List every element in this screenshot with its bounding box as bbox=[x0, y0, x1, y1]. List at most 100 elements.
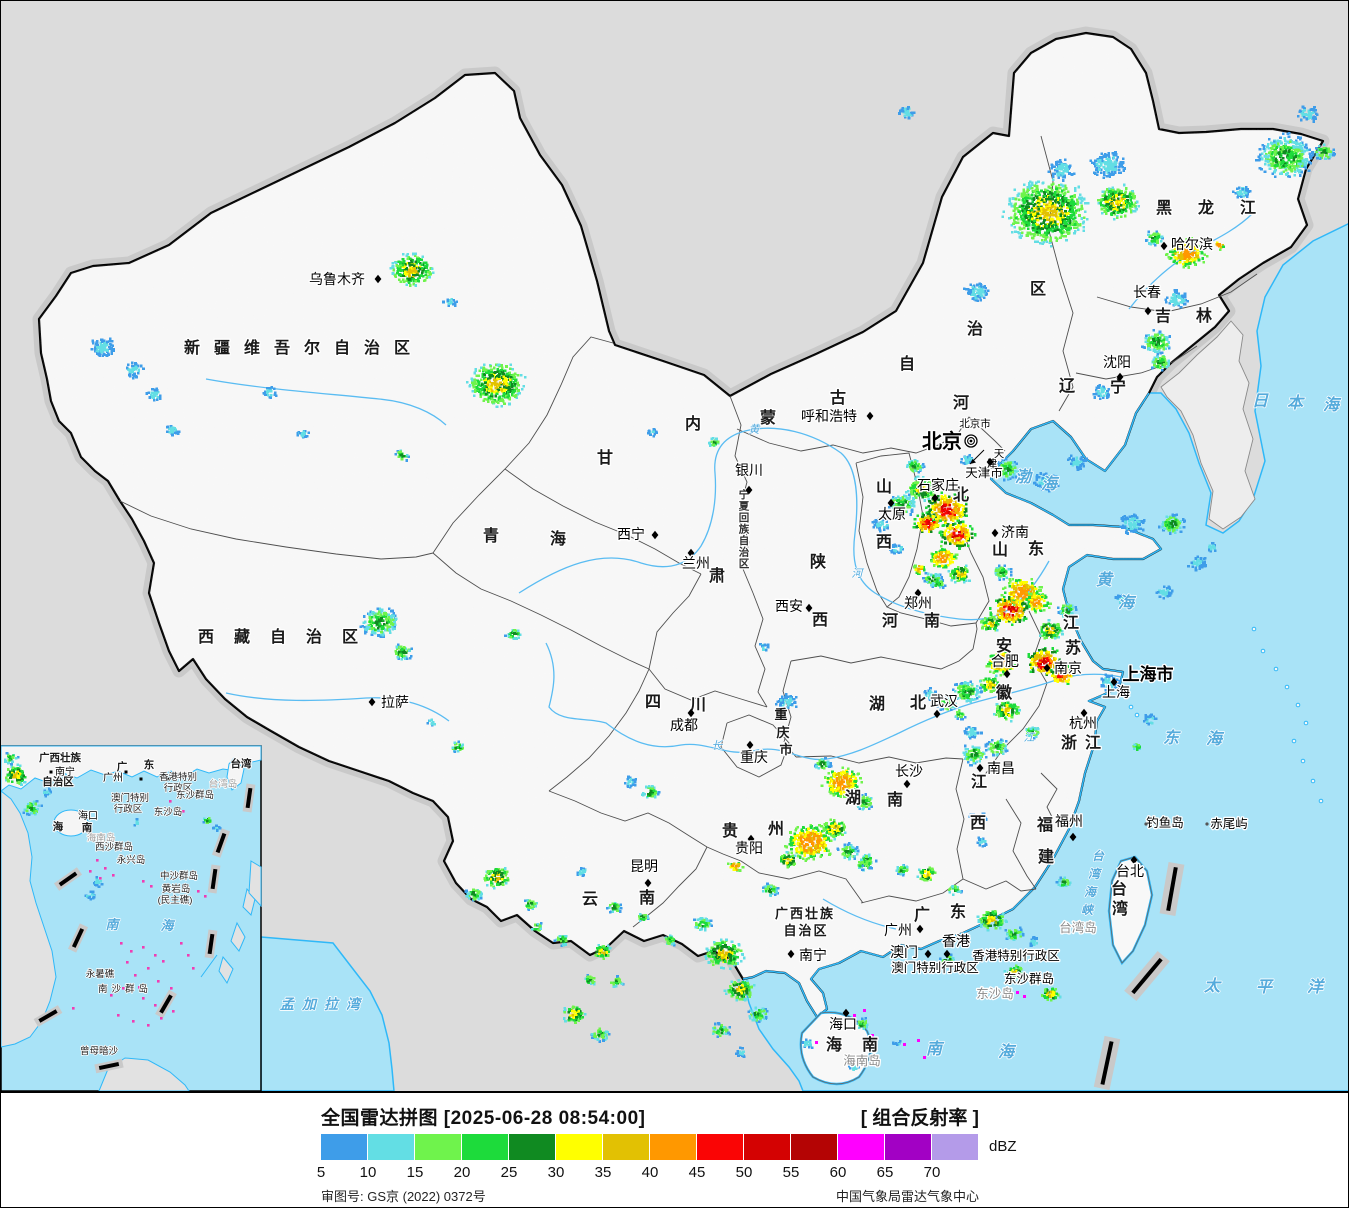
map-label: 昆明 bbox=[630, 858, 658, 874]
map-label: 北京 bbox=[922, 429, 962, 453]
map-label: 南 bbox=[926, 1040, 945, 1058]
legend-color-cell-25 bbox=[509, 1134, 556, 1160]
map-label: 永暑礁 bbox=[86, 968, 115, 980]
island-mark bbox=[147, 967, 150, 970]
map-label: 海 bbox=[998, 1043, 1017, 1061]
map-label: 东 bbox=[1163, 729, 1181, 747]
map-label: 钓鱼岛 bbox=[1146, 815, 1184, 830]
legend-color-cell-50 bbox=[744, 1134, 791, 1160]
map-label: 广 bbox=[117, 760, 128, 773]
map-label: 江 bbox=[1024, 731, 1036, 744]
nine-dash-line bbox=[1093, 862, 1185, 1091]
island-mark bbox=[126, 961, 129, 964]
map-label: 海南岛 bbox=[87, 832, 116, 844]
map-label: 西 bbox=[876, 533, 892, 551]
map-label: 江 bbox=[1240, 199, 1256, 217]
city-diamond-marker bbox=[745, 485, 753, 495]
map-label: 重庆 bbox=[740, 749, 768, 765]
inset-radar-echoes bbox=[3, 752, 222, 901]
legend-color-cell-35 bbox=[603, 1134, 650, 1160]
map-label: 西沙群岛 bbox=[95, 841, 133, 853]
map-label: 肃 bbox=[709, 567, 725, 585]
city-diamond-marker bbox=[374, 274, 382, 284]
map-approval-number: 审图号: GS京 (2022) 0372号 bbox=[321, 1189, 486, 1204]
map-label: 渤 bbox=[1015, 468, 1033, 486]
inset-city-dot bbox=[166, 777, 170, 781]
map-label: 福 bbox=[1036, 815, 1053, 834]
map-label: 宁 bbox=[1110, 377, 1126, 396]
map-label: 南 bbox=[105, 917, 120, 932]
island-mark bbox=[170, 987, 173, 990]
map-label: 河 bbox=[852, 567, 865, 580]
city-diamond-marker bbox=[943, 949, 951, 959]
legend-tick-30: 30 bbox=[547, 1164, 565, 1181]
map-label: 东 bbox=[950, 902, 966, 921]
small-island bbox=[1284, 684, 1290, 690]
radar-echoes bbox=[90, 105, 1337, 1071]
map-label: 西藏自治区 bbox=[198, 627, 378, 646]
map-label: 徽 bbox=[995, 683, 1013, 702]
island-mark bbox=[175, 807, 178, 810]
map-label: 河 bbox=[882, 611, 898, 630]
bay-of-bengal bbox=[260, 936, 395, 1091]
legend-color-cell-55 bbox=[791, 1134, 838, 1160]
small-island bbox=[1134, 712, 1140, 718]
city-diamond-marker bbox=[1144, 306, 1152, 316]
map-label: 南 bbox=[82, 821, 93, 834]
map-label: 太原 bbox=[878, 506, 906, 522]
map-label: 蒙 bbox=[760, 408, 776, 427]
city-diamond-marker bbox=[805, 603, 813, 613]
map-label: 南 bbox=[639, 888, 655, 907]
island-mark bbox=[187, 954, 190, 957]
city-diamond-marker bbox=[787, 949, 795, 959]
map-label: 曾母暗沙 bbox=[80, 1045, 119, 1057]
island-mark bbox=[142, 997, 145, 1000]
city-diamond-marker bbox=[687, 708, 695, 718]
map-label: 海口 bbox=[78, 809, 98, 822]
map-label: 西安 bbox=[775, 598, 803, 614]
map-label: 杭州 bbox=[1069, 715, 1097, 731]
map-label: 西 bbox=[812, 611, 828, 629]
legend-color-cell-60 bbox=[838, 1134, 885, 1160]
legend-tick-70: 70 bbox=[923, 1164, 941, 1181]
small-island bbox=[1273, 666, 1279, 672]
map-label: 台湾岛 bbox=[1059, 920, 1097, 935]
map-label: 吉 bbox=[1155, 306, 1171, 325]
map-label: 哈尔滨 bbox=[1171, 236, 1213, 252]
legend-color-cell-65 bbox=[885, 1134, 932, 1160]
map-label: 平 bbox=[1256, 979, 1274, 996]
map-label: 东 bbox=[144, 758, 155, 771]
map-label: 湾 bbox=[1088, 867, 1103, 881]
product-label: [ 组合反射率 ] bbox=[860, 1108, 979, 1129]
city-diamond-marker bbox=[1069, 832, 1077, 842]
legend-tick-35: 35 bbox=[594, 1164, 612, 1181]
map-label: 武汉 bbox=[930, 693, 958, 709]
map-label: 建 bbox=[1038, 848, 1054, 866]
map-label: 黄岩岛 bbox=[162, 883, 191, 895]
map-label: 安 bbox=[996, 636, 1012, 655]
map-label: 石家庄 bbox=[917, 477, 959, 493]
map-label: 本 bbox=[1287, 394, 1305, 412]
city-diamond-marker bbox=[933, 709, 941, 719]
small-island bbox=[1291, 738, 1297, 744]
map-label: 广 bbox=[914, 905, 930, 924]
map-label: 南 bbox=[862, 1035, 878, 1054]
dbz-unit-label: dBZ bbox=[989, 1138, 1017, 1155]
city-diamond-marker bbox=[1080, 708, 1088, 718]
map-label: 南昌 bbox=[987, 760, 1015, 776]
island-mark bbox=[120, 942, 123, 945]
map-label: 海 bbox=[550, 529, 566, 548]
city-diamond-marker bbox=[644, 878, 652, 888]
map-label: 北京市 bbox=[959, 417, 991, 430]
map-label: 州 bbox=[767, 820, 784, 838]
legend-panel: 全国雷达拼图 [2025-06-28 08:54:00] [ 组合反射率 ] d… bbox=[1, 1091, 1348, 1207]
map-label: 海 bbox=[1041, 475, 1060, 493]
map-title: 全国雷达拼图 [2025-06-28 08:54:00] bbox=[321, 1108, 646, 1129]
map-label: (民主礁) bbox=[158, 894, 193, 906]
small-island bbox=[1128, 704, 1134, 710]
map-label: 银川 bbox=[735, 462, 763, 478]
map-label: 区 bbox=[1030, 280, 1046, 298]
map-label: 永兴岛 bbox=[117, 854, 146, 866]
island-mark bbox=[72, 1007, 75, 1010]
map-label: 长 bbox=[712, 739, 724, 752]
